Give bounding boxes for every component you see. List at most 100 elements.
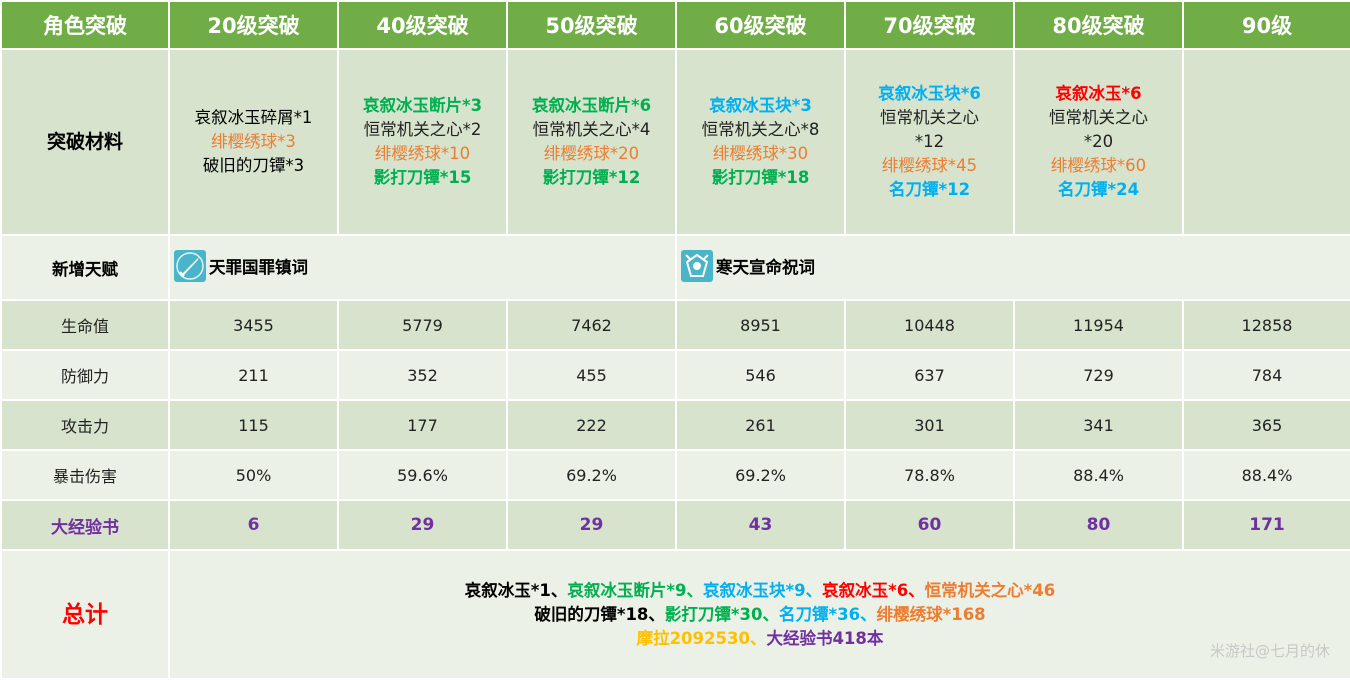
materials-cell: 哀叙冰玉块*3 恒常机关之心*8 绯樱绣球*30 影打刀镡*18 [675,48,846,236]
material-line: 破旧的刀镡*3 [202,156,305,175]
talent-row: 新增天赋 天罪国罪镇词 [0,234,1350,301]
stat-value: 8951 [675,299,846,351]
header-cell: 60级突破 [675,0,846,50]
material-line: 影打刀镡*15 [373,168,472,187]
stat-label: 暴击伤害 [0,449,170,501]
stat-value: 115 [168,399,339,451]
total-segment: 摩拉2092530、 [636,628,767,648]
watermark: 米游社@七月的休 [1209,642,1330,660]
total-row: 总计 哀叙冰玉*1、哀叙冰玉断片*9、哀叙冰玉块*9、哀叙冰玉*6、恒常机关之心… [0,549,1350,680]
header-cell: 80级突破 [1013,0,1184,50]
materials-label: 突破材料 [0,48,170,236]
stat-row-atk: 攻击力 115 177 222 261 301 341 365 [0,399,1350,451]
talent-cell-20: 天罪国罪镇词 [168,234,677,301]
total-label: 总计 [0,549,170,680]
total-segment: 名刀镡*36、 [779,604,877,624]
materials-cell: 哀叙冰玉断片*6 恒常机关之心*4 绯樱绣球*20 影打刀镡*12 [506,48,677,236]
stat-value: 365 [1182,399,1350,451]
exp-book-value: 29 [506,499,677,551]
material-line: 名刀镡*24 [1057,180,1140,199]
stat-label: 防御力 [0,349,170,401]
material-line: 影打刀镡*12 [542,168,641,187]
stat-value: 637 [844,349,1015,401]
materials-cell: 哀叙冰玉断片*3 恒常机关之心*2 绯樱绣球*10 影打刀镡*15 [337,48,508,236]
header-cell: 角色突破 [0,0,170,50]
material-line: *20 [1083,132,1114,151]
total-segment: 哀叙冰玉*1、 [464,580,568,600]
stat-value: 455 [506,349,677,401]
total-line: 破旧的刀镡*18、影打刀镡*30、名刀镡*36、绯樱绣球*168 [171,603,1349,627]
material-line: 绯樱绣球*3 [211,132,296,151]
stat-value: 12858 [1182,299,1350,351]
exp-book-label: 大经验书 [0,499,170,551]
material-line: 哀叙冰玉断片*3 [362,96,483,115]
header-row: 角色突破 20级突破 40级突破 50级突破 60级突破 70级突破 80级突破… [0,0,1350,50]
material-line: 恒常机关之心 [1049,108,1148,127]
stat-value: 88.4% [1182,449,1350,501]
header-cell: 40级突破 [337,0,508,50]
sword-talent-icon [174,249,206,282]
material-line: 恒常机关之心 [880,108,979,127]
stat-value: 784 [1182,349,1350,401]
talent-label: 新增天赋 [0,234,170,301]
material-line: 绯樱绣球*20 [543,144,640,163]
total-segment: 恒常机关之心*46 [924,580,1056,600]
materials-row: 突破材料 哀叙冰玉碎屑*1 绯樱绣球*3 破旧的刀镡*3 哀叙冰玉断片*3 恒常机关之… [0,48,1350,236]
total-line: 哀叙冰玉*1、哀叙冰玉断片*9、哀叙冰玉块*9、哀叙冰玉*6、恒常机关之心*46 [171,579,1349,603]
exp-book-value: 171 [1182,499,1350,551]
material-line: 绯樱绣球*30 [712,144,809,163]
stat-value: 69.2% [506,449,677,501]
total-segment: 哀叙冰玉*6、 [822,580,925,600]
exp-book-value: 60 [844,499,1015,551]
stat-value: 7462 [506,299,677,351]
material-line: 哀叙冰玉断片*6 [531,96,652,115]
material-line: 绯樱绣球*45 [881,156,978,175]
stat-value: 546 [675,349,846,401]
exp-book-row: 大经验书 6 29 29 43 60 80 171 [0,499,1350,551]
talent-name: 天罪国罪镇词 [209,257,308,277]
stat-value: 3455 [168,299,339,351]
stat-row-hp: 生命值 3455 5779 7462 8951 10448 11954 1285… [0,299,1350,351]
stat-value: 222 [506,399,677,451]
total-segment: 大经验书418本 [766,628,884,648]
stat-value: 301 [844,399,1015,451]
material-line: 恒常机关之心*8 [701,120,820,139]
stat-value: 69.2% [675,449,846,501]
stat-label: 生命值 [0,299,170,351]
total-cell: 哀叙冰玉*1、哀叙冰玉断片*9、哀叙冰玉块*9、哀叙冰玉*6、恒常机关之心*46… [168,549,1350,680]
material-line: 绯樱绣球*60 [1050,156,1147,175]
stat-value: 59.6% [337,449,508,501]
stat-value: 88.4% [1013,449,1184,501]
material-line: 哀叙冰玉块*3 [709,96,812,115]
materials-cell: 哀叙冰玉*6 恒常机关之心 *20 绯樱绣球*60 名刀镡*24 [1013,48,1184,236]
header-cell: 90级 [1182,0,1350,50]
stat-value: 729 [1013,349,1184,401]
stat-value: 5779 [337,299,508,351]
materials-cell: 哀叙冰玉块*6 恒常机关之心 *12 绯樱绣球*45 名刀镡*12 [844,48,1015,236]
exp-book-value: 43 [675,499,846,551]
stat-row-def: 防御力 211 352 455 546 637 729 784 [0,349,1350,401]
materials-cell [1182,48,1350,236]
talent-name: 寒天宣命祝词 [716,257,815,277]
talent-entry: 寒天宣命祝词 [681,249,815,282]
total-segment: 绯樱绣球*168 [876,604,986,624]
exp-book-value: 6 [168,499,339,551]
material-line: 影打刀镡*18 [711,168,810,187]
stat-value: 341 [1013,399,1184,451]
talent-entry: 天罪国罪镇词 [174,249,308,282]
total-segment: 影打刀镡*30、 [664,604,779,624]
stat-value: 11954 [1013,299,1184,351]
exp-book-value: 80 [1013,499,1184,551]
crest-talent-icon [681,249,713,282]
header-cell: 20级突破 [168,0,339,50]
stat-value: 261 [675,399,846,451]
material-line: 哀叙冰玉块*6 [878,84,981,103]
header-cell: 70级突破 [844,0,1015,50]
material-line: 恒常机关之心*2 [363,120,482,139]
materials-cell: 哀叙冰玉碎屑*1 绯樱绣球*3 破旧的刀镡*3 [168,48,339,236]
stat-label: 攻击力 [0,399,170,451]
header-cell: 50级突破 [506,0,677,50]
total-segment: 哀叙冰玉块*9、 [702,580,823,600]
material-line: 哀叙冰玉碎屑*1 [194,108,313,127]
